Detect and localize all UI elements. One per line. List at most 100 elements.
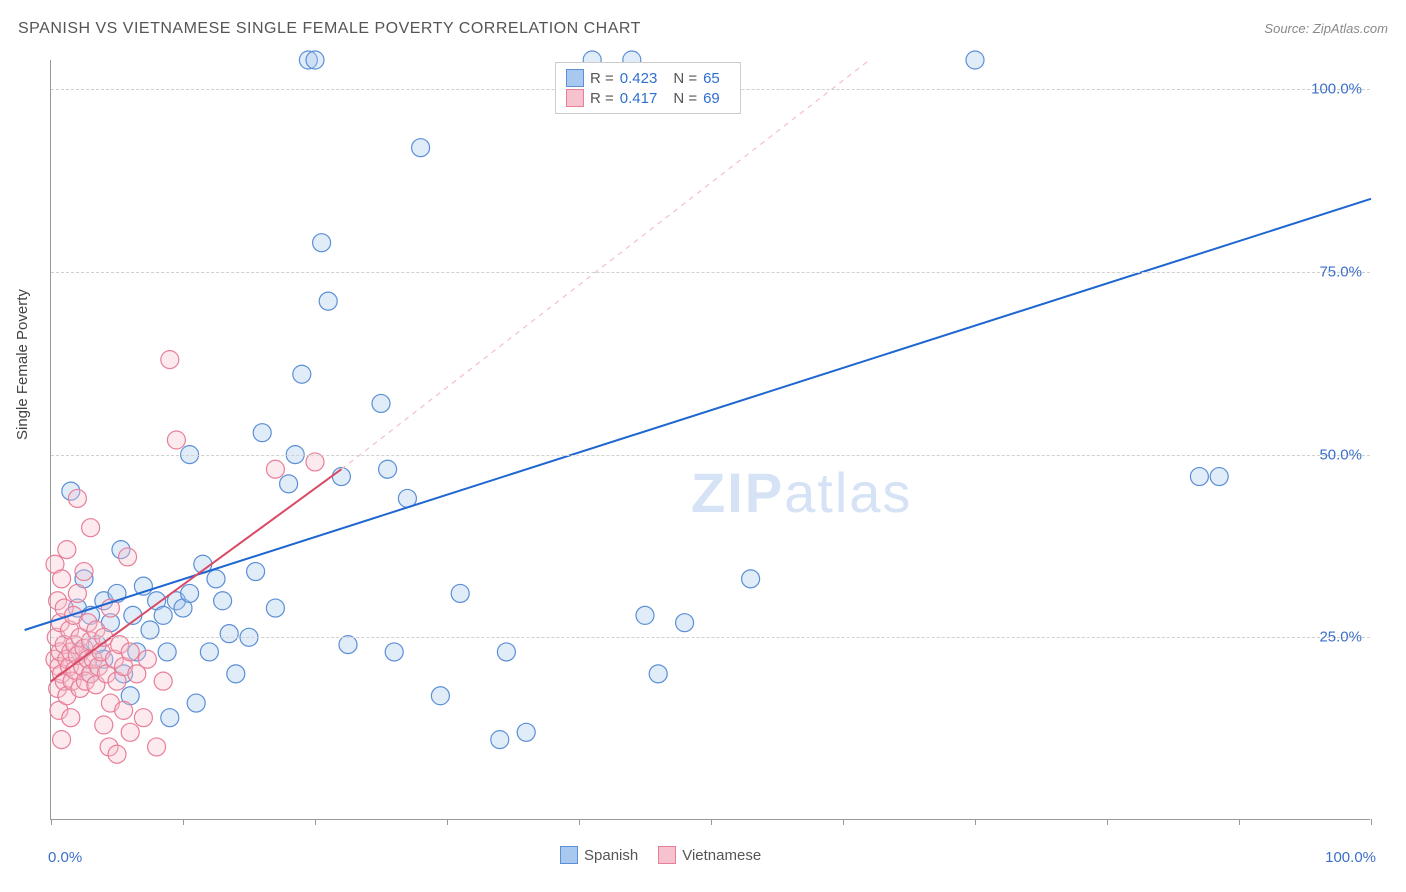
data-point <box>158 643 176 661</box>
x-tick <box>579 819 580 825</box>
legend-swatch <box>566 89 584 107</box>
data-point <box>636 606 654 624</box>
data-point <box>138 650 156 668</box>
x-tick <box>1371 819 1372 825</box>
data-point <box>497 643 515 661</box>
data-point <box>154 672 172 690</box>
data-point <box>154 606 172 624</box>
data-point <box>379 460 397 478</box>
x-tick <box>183 819 184 825</box>
legend-swatch <box>658 846 676 864</box>
data-point <box>253 424 271 442</box>
data-point <box>62 709 80 727</box>
data-point <box>431 687 449 705</box>
x-tick <box>447 819 448 825</box>
legend-r-label: R = <box>590 90 614 107</box>
legend-swatch <box>560 846 578 864</box>
data-point <box>280 475 298 493</box>
source-attribution: Source: ZipAtlas.com <box>1264 21 1388 36</box>
data-point <box>517 723 535 741</box>
data-point <box>141 621 159 639</box>
gridline-h <box>51 455 1370 456</box>
data-point <box>68 489 86 507</box>
data-point <box>319 292 337 310</box>
regression-extrapolation <box>341 60 869 469</box>
data-point <box>412 139 430 157</box>
x-tick <box>1107 819 1108 825</box>
x-tick <box>711 819 712 825</box>
legend-bottom: Spanish Vietnamese <box>560 846 761 864</box>
legend-n-value: 69 <box>703 90 720 107</box>
legend-n-value: 65 <box>703 70 720 87</box>
data-point <box>966 51 984 69</box>
x-tick <box>843 819 844 825</box>
legend-r-value: 0.417 <box>620 90 658 107</box>
data-point <box>306 453 324 471</box>
source-label: Source: <box>1264 21 1309 36</box>
data-point <box>313 234 331 252</box>
data-point <box>167 431 185 449</box>
plot-area: ZIPatlas 25.0%50.0%75.0%100.0% <box>50 60 1370 820</box>
legend-n-label: N = <box>673 90 697 107</box>
data-point <box>742 570 760 588</box>
data-point <box>148 738 166 756</box>
y-tick-label: 50.0% <box>1319 446 1362 463</box>
data-point <box>491 731 509 749</box>
data-point <box>95 716 113 734</box>
data-point <box>58 541 76 559</box>
data-point <box>115 701 133 719</box>
data-point <box>220 625 238 643</box>
legend-series-label: Vietnamese <box>682 847 761 864</box>
x-tick <box>1239 819 1240 825</box>
data-point <box>68 584 86 602</box>
data-point <box>385 643 403 661</box>
legend-r-value: 0.423 <box>620 70 658 87</box>
data-point <box>1190 468 1208 486</box>
x-tick <box>51 819 52 825</box>
data-point <box>161 351 179 369</box>
data-point <box>266 460 284 478</box>
data-point <box>372 394 390 412</box>
data-point <box>108 745 126 763</box>
data-point <box>181 584 199 602</box>
data-point <box>306 51 324 69</box>
legend-n-label: N = <box>673 70 697 87</box>
data-point <box>207 570 225 588</box>
legend-top-row: R = 0.423 N = 65 <box>566 69 730 87</box>
data-point <box>161 709 179 727</box>
data-point <box>53 570 71 588</box>
legend-bottom-item: Vietnamese <box>658 846 761 864</box>
data-point <box>214 592 232 610</box>
data-point <box>134 709 152 727</box>
gridline-h <box>51 637 1370 638</box>
plot-svg <box>51 60 1370 819</box>
data-point <box>75 563 93 581</box>
legend-top: R = 0.423 N = 65 R = 0.417 N = 69 <box>555 62 741 114</box>
x-tick <box>975 819 976 825</box>
source-name[interactable]: ZipAtlas.com <box>1313 21 1388 36</box>
title-bar: SPANISH VS VIETNAMESE SINGLE FEMALE POVE… <box>18 20 1388 38</box>
data-point <box>451 584 469 602</box>
data-point <box>247 563 265 581</box>
x-axis-max-label: 100.0% <box>1325 849 1376 866</box>
y-tick-label: 75.0% <box>1319 263 1362 280</box>
data-point <box>339 636 357 654</box>
regression-line <box>25 199 1371 630</box>
legend-top-row: R = 0.417 N = 69 <box>566 89 730 107</box>
chart-title: SPANISH VS VIETNAMESE SINGLE FEMALE POVE… <box>18 20 641 38</box>
data-point <box>227 665 245 683</box>
legend-swatch <box>566 69 584 87</box>
y-axis-title: Single Female Poverty <box>14 289 31 440</box>
legend-bottom-item: Spanish <box>560 846 638 864</box>
x-axis-min-label: 0.0% <box>48 849 82 866</box>
data-point <box>200 643 218 661</box>
data-point <box>121 723 139 741</box>
x-tick <box>315 819 316 825</box>
y-tick-label: 25.0% <box>1319 629 1362 646</box>
y-tick-label: 100.0% <box>1311 81 1362 98</box>
data-point <box>53 731 71 749</box>
data-point <box>1210 468 1228 486</box>
legend-series-label: Spanish <box>584 847 638 864</box>
legend-r-label: R = <box>590 70 614 87</box>
data-point <box>293 365 311 383</box>
